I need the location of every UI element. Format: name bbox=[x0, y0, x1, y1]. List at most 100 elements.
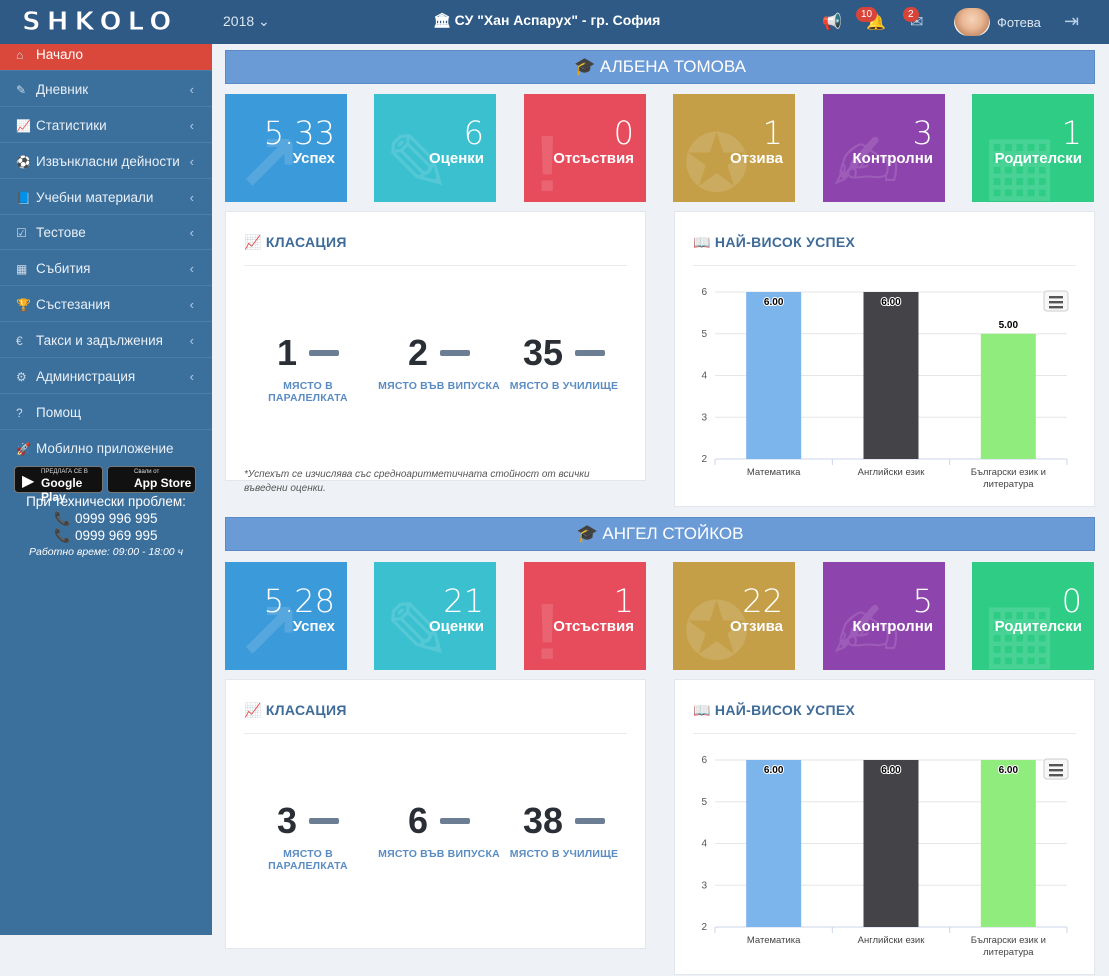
tile-absences[interactable]: ! 1 Отсъствия bbox=[524, 562, 646, 670]
user-name[interactable]: Фотева bbox=[997, 15, 1041, 30]
chart-menu-button[interactable] bbox=[1043, 758, 1069, 780]
pencil-square-watermark-icon: ✍ bbox=[833, 587, 901, 671]
edit-icon: ✎ bbox=[16, 83, 27, 97]
exclamation-watermark-icon: ! bbox=[534, 587, 561, 671]
rank-school: 38 МЯСТО В УЧИЛИЩЕ bbox=[499, 800, 629, 860]
ranking-note: *Успехът се изчислява със средноаритмети… bbox=[244, 469, 590, 494]
app-store-button[interactable]: Свали от App Store bbox=[107, 466, 196, 493]
help-title: При технически проблем: bbox=[26, 494, 186, 509]
divider bbox=[244, 733, 627, 734]
x-category-label: Математика bbox=[747, 467, 801, 478]
calendar-watermark-icon: ▦ bbox=[982, 119, 1058, 203]
x-category-label: Математика bbox=[747, 935, 801, 946]
best-grades-title-text: НАЙ-ВИСОК УСПЕХ bbox=[714, 702, 856, 718]
hamburger-icon bbox=[1049, 774, 1063, 777]
chevron-left-icon: ‹ bbox=[189, 261, 194, 276]
chart-watermark-icon: ↗ bbox=[235, 587, 303, 671]
data-label: 6.00 bbox=[999, 765, 1019, 776]
sidebar-item-extracurricular[interactable]: ⚽ Извънкласни дейности ‹ bbox=[0, 144, 212, 179]
tile-value: 22 bbox=[742, 582, 783, 620]
data-label: 6.00 bbox=[764, 297, 784, 308]
sidebar-item-label: Състезания bbox=[36, 297, 111, 312]
megaphone-icon[interactable]: 📢 bbox=[822, 14, 842, 31]
tile-label: Отзива bbox=[729, 618, 783, 635]
y-tick-label: 2 bbox=[701, 454, 707, 465]
y-tick-label: 5 bbox=[701, 329, 707, 340]
calendar-watermark-icon: ▦ bbox=[982, 587, 1058, 671]
dash-icon bbox=[309, 350, 340, 356]
y-tick-label: 5 bbox=[701, 797, 707, 808]
dash-icon bbox=[575, 350, 606, 356]
ranking-panel: 📈 КЛАСАЦИЯ 3 МЯСТО В ПАРАЛЕЛКАТА 6 МЯСТО В… bbox=[225, 679, 646, 949]
line-chart-icon: 📈 bbox=[244, 234, 266, 250]
phone-1[interactable]: 📞 0999 996 995 bbox=[54, 511, 158, 526]
sidebar-item-home[interactable]: ⌂ Начало bbox=[0, 44, 212, 71]
data-label: 6.00 bbox=[881, 765, 901, 776]
tile-grades[interactable]: ✎ 21 Оценки bbox=[374, 562, 496, 670]
tile-parent-meetings[interactable]: ▦ 0 Родителски bbox=[972, 562, 1094, 670]
rank-label: МЯСТО В УЧИЛИЩЕ bbox=[509, 380, 619, 392]
sidebar-item-label: Статистики bbox=[36, 118, 107, 133]
sidebar-item-administration[interactable]: ⚙ Администрация ‹ bbox=[0, 359, 212, 394]
best-grades-chart: 2 3 4 5 6 6.00 Математика 6.00 Английски език 6.0… bbox=[701, 755, 1069, 958]
sidebar-item-fees[interactable]: € Такси и задължения ‹ bbox=[0, 323, 212, 358]
book-open-icon: 📖 bbox=[693, 702, 715, 718]
sidebar-item-help[interactable]: ? Помощ bbox=[0, 395, 212, 430]
chevron-left-icon: ‹ bbox=[189, 82, 194, 97]
rank-year: 6 МЯСТО ВЪВ ВИПУСКА bbox=[374, 800, 504, 860]
home-icon: ⌂ bbox=[16, 48, 24, 62]
student-header[interactable]: 🎓 АЛБЕНА ТОМОВА bbox=[225, 50, 1095, 84]
tile-reviews[interactable]: ✪ 22 Отзива bbox=[673, 562, 795, 670]
best-grades-title-text: НАЙ-ВИСОК УСПЕХ bbox=[714, 234, 856, 250]
logo[interactable]: SHKOLO bbox=[21, 7, 178, 38]
data-label: 6.00 bbox=[881, 297, 901, 308]
student-header[interactable]: 🎓 АНГЕЛ СТОЙКОВ bbox=[225, 517, 1095, 551]
bar bbox=[863, 760, 919, 927]
sidebar-item-label: Тестове bbox=[36, 225, 86, 240]
tile-absences[interactable]: ! 0 Отсъствия bbox=[524, 94, 646, 202]
avatar[interactable] bbox=[954, 8, 990, 36]
rank-value: 2 bbox=[407, 332, 429, 373]
line-chart-icon: 📈 bbox=[244, 702, 266, 718]
tile-tests[interactable]: ✍ 5 Контролни bbox=[823, 562, 945, 670]
sidebar-item-materials[interactable]: 📘 Учебни материали ‹ bbox=[0, 180, 212, 215]
tile-reviews[interactable]: ✪ 1 Отзива bbox=[673, 94, 795, 202]
year-selector[interactable]: 2018 ⌄ bbox=[223, 13, 270, 29]
data-label: 5.00 bbox=[999, 320, 1019, 331]
app-store-label: App Store bbox=[134, 476, 192, 490]
sidebar-item-statistics[interactable]: 📈 Статистики ‹ bbox=[0, 108, 212, 143]
tile-grades[interactable]: ✎ 6 Оценки bbox=[374, 94, 496, 202]
tile-label: Успех bbox=[292, 618, 335, 635]
sidebar-item-events[interactable]: ▦ Събития ‹ bbox=[0, 251, 212, 286]
book-open-icon: 📖 bbox=[693, 234, 715, 250]
ranking-panel: 📈 КЛАСАЦИЯ 1 МЯСТО В ПАРАЛЕЛКАТА 2 МЯСТО В… bbox=[225, 211, 646, 494]
logout-icon[interactable]: ⇥ bbox=[1064, 11, 1080, 31]
hamburger-icon bbox=[1049, 306, 1063, 309]
chevron-left-icon: ‹ bbox=[189, 190, 194, 205]
chevron-left-icon: ‹ bbox=[189, 369, 194, 384]
tile-label: Контролни bbox=[852, 150, 934, 167]
line-chart-icon: 📈 bbox=[16, 119, 31, 133]
sidebar-item-label: Учебни материали bbox=[36, 190, 154, 205]
checkbox-icon: ☑ bbox=[16, 226, 27, 240]
soccer-ball-icon: ⚽ bbox=[16, 155, 31, 169]
tile-tests[interactable]: ✍ 3 Контролни bbox=[823, 94, 945, 202]
hamburger-icon bbox=[1049, 769, 1063, 772]
play-icon: ▶ bbox=[22, 473, 35, 490]
rank-label: МЯСТО В ПАРАЛЕЛКАТА bbox=[268, 848, 348, 872]
rank-school: 35 МЯСТО В УЧИЛИЩЕ bbox=[499, 332, 629, 392]
tile-average[interactable]: ↗ 5.33 Успех bbox=[225, 94, 347, 202]
rank-label: МЯСТО В УЧИЛИЩЕ bbox=[509, 848, 619, 860]
rank-label: МЯСТО ВЪВ ВИПУСКА bbox=[378, 848, 500, 860]
tile-parent-meetings[interactable]: ▦ 1 Родителски bbox=[972, 94, 1094, 202]
sidebar-item-competitions[interactable]: 🏆 Състезания ‹ bbox=[0, 287, 212, 322]
sidebar-item-tests[interactable]: ☑ Тестове ‹ bbox=[0, 215, 212, 250]
chart-menu-button[interactable] bbox=[1043, 290, 1069, 312]
google-play-button[interactable]: ▶ ПРЕДЛАГА СЕ В Google Play bbox=[14, 466, 103, 504]
sidebar-item-diary[interactable]: ✎ Дневник ‹ bbox=[0, 72, 212, 107]
chart-watermark-icon: ↗ bbox=[235, 119, 303, 203]
sidebar-item-mobile-app[interactable]: 🚀 Мобилно приложение bbox=[0, 431, 212, 466]
phone-2[interactable]: 📞 0999 969 995 bbox=[54, 528, 158, 543]
tile-average[interactable]: ↗ 5.28 Успех bbox=[225, 562, 347, 670]
tile-label: Родителски bbox=[994, 618, 1082, 635]
